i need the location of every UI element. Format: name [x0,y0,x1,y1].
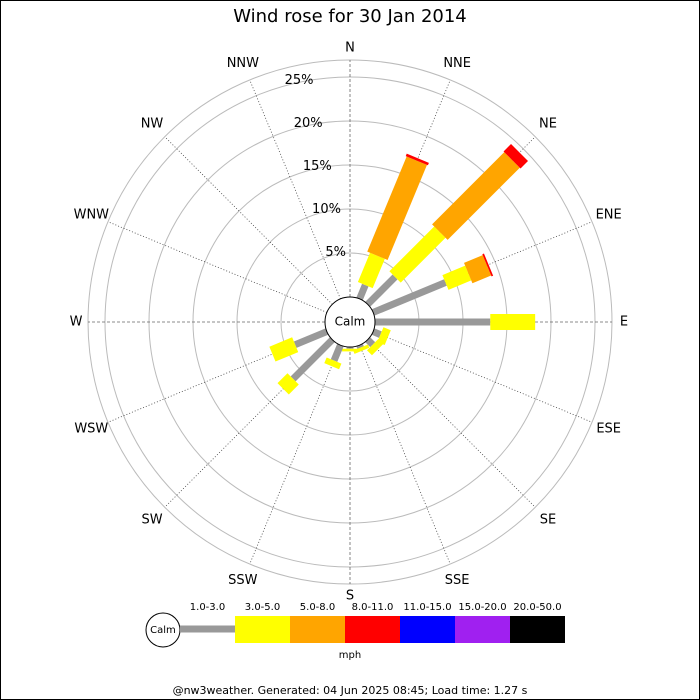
legend-swatch [235,616,290,643]
direction-label: SSW [228,573,258,588]
chart-title: Wind rose for 30 Jan 2014 [233,6,467,27]
direction-label: ESE [596,422,621,437]
direction-label: WNW [74,207,110,222]
direction-line [249,344,341,565]
wind-segment [482,253,494,277]
direction-label: SE [540,512,556,527]
wind-segment [365,274,398,307]
direction-line [359,344,451,565]
direction-label: SSE [445,573,470,588]
legend-label: 1.0-3.0 [190,602,225,613]
legend-label: 11.0-15.0 [403,602,451,613]
direction-label: W [70,315,83,330]
wind-segment [442,265,472,290]
wind-segment [277,373,299,395]
wind-segment [353,344,370,354]
wind-segment [330,343,344,362]
legend-swatch [345,616,400,643]
footer: @nw3weather. Generated: 04 Jun 2025 08:4… [173,684,528,697]
direction-label: N [345,41,355,56]
wind-segment [356,283,369,301]
wind-segment [371,328,382,338]
wind-segment [432,152,520,240]
direction-label: NW [141,117,164,132]
wind-segment [366,338,384,356]
direction-line [164,136,333,305]
wind-segment [365,337,376,348]
legend-swatch [510,616,565,643]
r-tick-label: 20% [294,116,323,131]
calm-label: Calm [335,315,366,329]
direction-label: S [346,589,354,604]
wind-segment [324,357,342,370]
direction-label: SW [141,512,162,527]
legend-swatch [290,616,345,643]
r-tick-label: 15% [303,159,332,174]
direction-label: NE [539,117,557,132]
direction-label: NNE [443,56,471,71]
legend-calm-label: Calm [150,625,176,636]
direction-label: E [620,315,628,330]
wind-segment [269,337,299,362]
direction-label: NNW [227,56,259,71]
legend-label: 20.0-50.0 [513,602,561,613]
wind-segment [503,144,528,169]
wind-segment [377,327,391,346]
legend-label: 8.0-11.0 [352,602,394,613]
wind-segment [389,226,446,283]
legend-swatch [455,616,510,643]
wind-segment [357,252,385,289]
direction-label: ENE [596,207,622,222]
wind-segment [405,153,429,166]
legend-label: 3.0-5.0 [245,602,280,613]
wind-segment [293,328,329,348]
r-tick-label: 25% [285,73,314,88]
wind-segment [290,337,335,382]
unit-label: mph [339,650,361,661]
wind-segment [464,255,492,284]
r-tick-label: 5% [325,245,346,260]
legend-swatch [400,616,455,643]
legend-label: 5.0-8.0 [300,602,335,613]
direction-line [372,331,593,423]
direction-line [249,79,341,300]
direction-line [107,221,328,313]
wind-segment [371,279,447,316]
wind-segment [367,156,427,261]
r-tick-label: 10% [312,202,341,217]
legend-label: 15.0-20.0 [458,602,506,613]
direction-line [367,339,536,508]
calm-circle [324,296,376,348]
direction-label: WSW [74,422,108,437]
